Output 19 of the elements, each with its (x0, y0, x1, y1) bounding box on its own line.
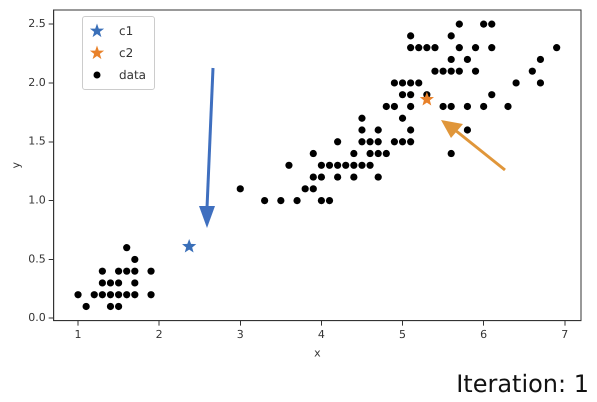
y-tick-label: 1.0 (28, 193, 46, 206)
legend-label: data (119, 68, 146, 82)
x-tick-label: 6 (480, 328, 488, 342)
x-tick-label: 4 (318, 328, 325, 342)
x-tick-label: 1 (74, 328, 82, 342)
text: Iteration: 1 (456, 370, 589, 398)
x-tick-label: 7 (561, 328, 568, 342)
x-tick-label: 5 (399, 328, 406, 342)
x-axis-title: x (314, 346, 322, 360)
legend-label: c1 (119, 24, 134, 38)
y-axis-title: y (9, 162, 22, 169)
x-tick-label: 2 (156, 328, 163, 342)
legend-label: c2 (119, 46, 134, 60)
y-tick-label: 0.0 (28, 311, 46, 324)
y-tick-label: 2.0 (28, 76, 46, 89)
y-tick-label: 2.5 (28, 16, 46, 30)
y-tick-label: 1.5 (28, 134, 46, 148)
y-tick-label: 0.5 (28, 252, 46, 266)
x-tick-label: 3 (236, 328, 244, 342)
